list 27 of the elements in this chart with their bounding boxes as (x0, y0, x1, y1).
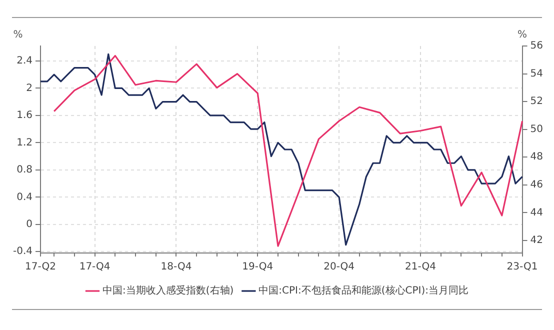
x-tick-label: 23-Q1 (506, 262, 538, 273)
y2-axis-title: % (518, 30, 528, 41)
y-axis-title: % (13, 30, 23, 41)
x-tick-label: 17-Q2 (25, 262, 56, 273)
y2-tick-label: 46 (530, 180, 544, 191)
y-tick-label: 0.8 (16, 164, 33, 176)
y2-tick-label: 54 (530, 68, 544, 80)
x-tick-label: 18-Q4 (160, 262, 192, 273)
x-tick-label: 19-Q4 (242, 262, 274, 273)
x-tick-label: 20-Q4 (324, 262, 355, 273)
y-tick-label: 1.2 (16, 137, 33, 148)
y2-tick-label: 50 (530, 124, 544, 135)
y2-tick-label: 48 (530, 152, 544, 163)
x-tick-label: 17-Q4 (79, 262, 110, 273)
y-tick-label: 2 (26, 82, 33, 94)
y2-tick-label: 44 (530, 207, 544, 218)
y2-tick-label: 56 (530, 40, 544, 52)
y2-tick-label: 42 (530, 235, 544, 246)
x-tick-label: 21-Q4 (405, 262, 436, 273)
y-tick-label: -0.4 (12, 246, 33, 258)
legend-label: 中国:CPI:不包括食品和能源(核心CPI):当月同比 (258, 284, 469, 297)
y-tick-label: 2.4 (16, 56, 33, 67)
y-tick-label: 0 (26, 218, 33, 230)
y2-tick-label: 52 (530, 96, 544, 108)
y-tick-label: 1.6 (16, 110, 33, 122)
legend-label: 中国:当期收入感受指数(右轴) (102, 284, 234, 297)
y-tick-label: 0.4 (16, 192, 33, 203)
